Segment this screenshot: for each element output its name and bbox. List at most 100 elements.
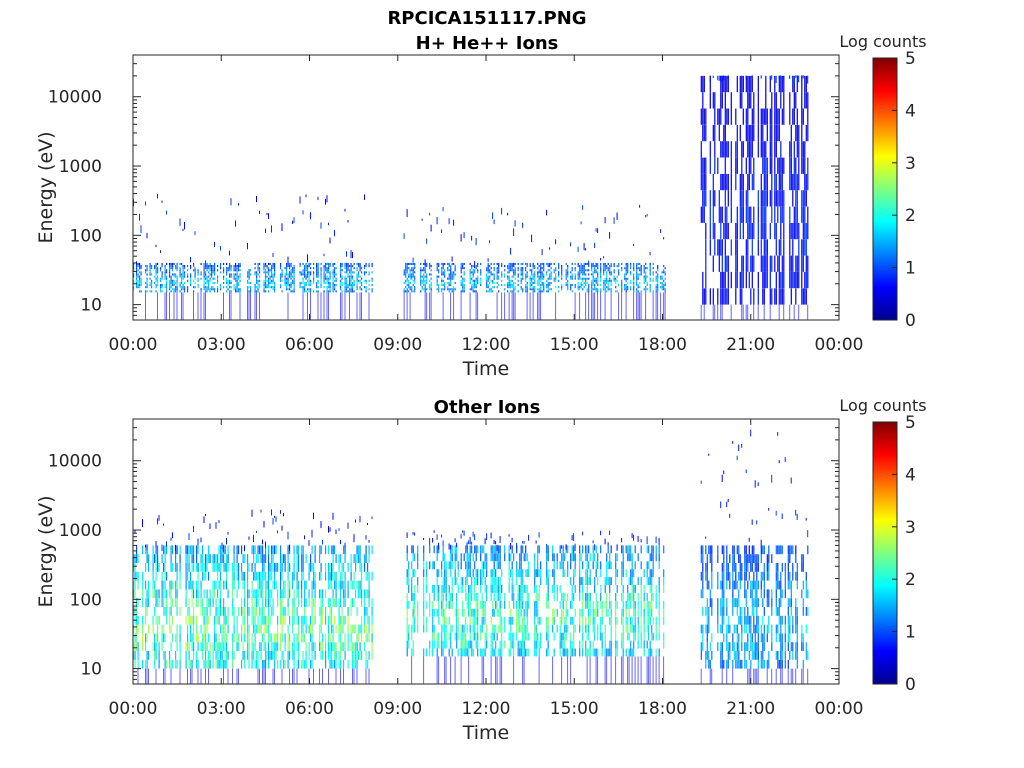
heatmap-cell [157,284,159,287]
heatmap-cell [585,292,587,320]
heatmap-cell [519,569,521,578]
heatmap-cell [335,273,337,276]
heatmap-cell [534,632,536,641]
heatmap-cell [332,563,334,572]
heatmap-cell [718,255,720,272]
heatmap-cell [301,286,303,289]
heatmap-cell [592,292,594,320]
heatmap-cell [247,571,249,581]
heatmap-cell [441,290,443,293]
heatmap-cell [223,277,225,280]
heatmap-cell [442,292,444,320]
heatmap-cell [436,545,438,554]
heatmap-cell [495,656,497,684]
heatmap-cell [556,585,558,593]
heatmap-cell [517,284,519,287]
heatmap-cell [493,608,495,617]
heatmap-cell [244,554,246,563]
heatmap-cell [702,173,704,191]
heatmap-cell [783,271,785,289]
heatmap-cell [274,659,276,669]
heatmap-cell [484,577,486,585]
heatmap-cell [783,255,785,272]
heatmap-cell [480,277,482,280]
heatmap-cell [343,545,345,555]
heatmap-cell [293,288,295,291]
heatmap-cell [466,542,468,550]
heatmap-cell [196,545,198,555]
heatmap-cell [200,589,202,599]
heatmap-cell [480,569,482,578]
heatmap-cell [532,290,534,293]
heatmap-cell [760,222,762,240]
heatmap-cell [176,265,178,268]
heatmap-cell [335,529,337,535]
heatmap-cell [223,544,224,553]
heatmap-cell [340,288,342,291]
heatmap-cell [220,642,222,651]
heatmap-cell [807,255,809,272]
heatmap-cell [625,265,627,268]
heatmap-cell [146,607,148,616]
heatmap-cell [409,286,411,289]
heatmap-cell [448,284,450,287]
heatmap-cell [277,633,279,643]
heatmap-cell [265,651,267,660]
heatmap-cell [798,239,800,256]
heatmap-cell [326,195,328,203]
heatmap-cell [329,633,331,643]
heatmap-cell [423,593,425,601]
heatmap-cell [778,271,780,289]
heatmap-cell [538,616,540,625]
heatmap-cell [423,279,425,282]
heatmap-cell [190,281,192,284]
heatmap-cell [335,598,337,607]
heatmap-cell [319,624,321,634]
heatmap-cell [475,632,477,641]
heatmap-cell [310,615,312,625]
heatmap-cell [411,275,413,278]
heatmap-cell [368,668,370,684]
heatmap-cell [487,284,489,287]
heatmap-cell [229,281,231,284]
heatmap-cell [346,262,348,265]
heatmap-cell [328,545,330,555]
heatmap-cell [286,269,288,272]
heatmap-cell [414,290,416,293]
heatmap-cell [146,589,148,599]
heatmap-cell [200,563,202,572]
heatmap-cell [403,290,405,293]
heatmap-cell [720,271,722,289]
heatmap-cell [155,554,157,563]
heatmap-cell [170,563,172,572]
heatmap-cell [356,642,358,651]
heatmap-cell [343,642,345,651]
heatmap-cell [538,271,540,274]
heatmap-cell [774,222,776,240]
heatmap-cell [223,286,225,289]
heatmap-cell [469,271,471,274]
heatmap-cell [290,269,292,272]
heatmap-cell [242,554,244,563]
heatmap-cell [417,545,419,554]
heatmap-cell [286,284,288,287]
heatmap-cell [520,569,522,578]
heatmap-cell [567,271,569,274]
heatmap-cell [804,206,806,223]
heatmap-cell [286,265,288,268]
heatmap-cell [430,286,432,289]
heatmap-cell [227,651,229,660]
heatmap-cell [329,271,331,274]
heatmap-cell [170,277,172,280]
heatmap-cell [655,288,657,291]
heatmap-cell [736,157,738,174]
heatmap-cell [263,615,265,625]
heatmap-cell [528,593,530,601]
heatmap-cell [448,290,450,293]
heatmap-cell [284,284,286,287]
heatmap-cell [561,632,563,641]
heatmap-cell [441,624,443,633]
heatmap-cell [633,275,635,278]
heatmap-cell [287,563,289,572]
heatmap-cell [289,288,291,291]
